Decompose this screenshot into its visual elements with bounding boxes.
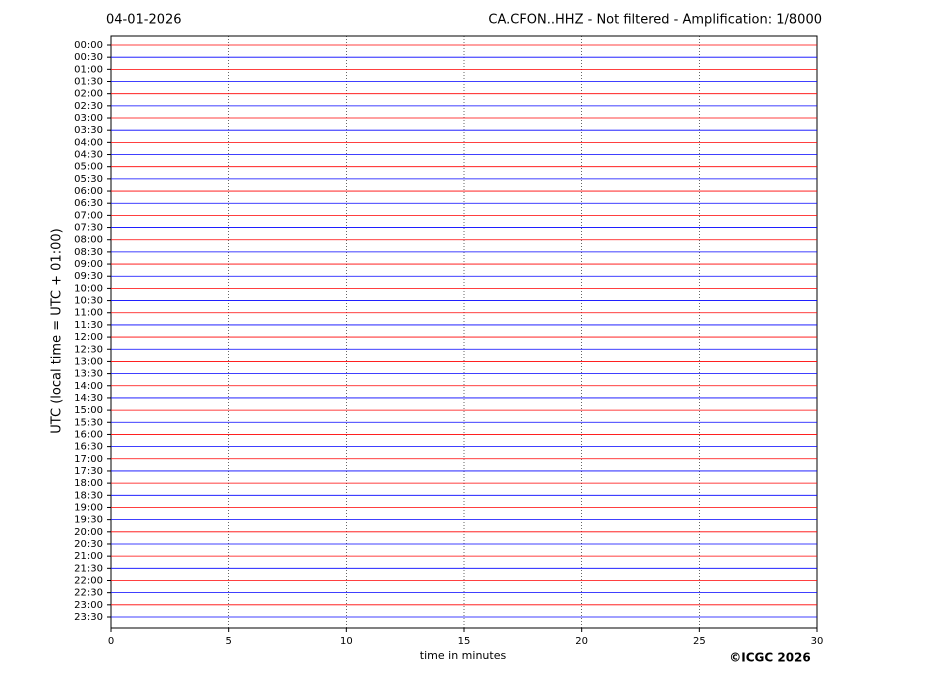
y-tick-label: 06:00 [74, 186, 103, 197]
y-tick-label: 12:30 [74, 344, 103, 355]
y-tick-label: 15:30 [74, 417, 103, 428]
y-tick-label: 14:00 [74, 381, 103, 392]
y-tick-label: 17:30 [74, 466, 103, 477]
y-tick-label: 18:30 [74, 490, 103, 501]
y-tick-label: 10:30 [74, 296, 103, 307]
y-tick-label: 14:30 [74, 393, 103, 404]
y-tick-label: 04:30 [74, 150, 103, 161]
y-tick-label: 21:00 [74, 551, 103, 562]
y-tick-label: 03:30 [74, 125, 103, 136]
y-tick-label: 08:00 [74, 235, 103, 246]
y-tick-label: 19:00 [74, 502, 103, 513]
y-tick-label: 10:00 [74, 283, 103, 294]
y-tick-label: 22:00 [74, 575, 103, 586]
y-tick-label: 01:00 [74, 64, 103, 75]
plot-frame [110, 35, 818, 629]
y-tick-label: 15:00 [74, 405, 103, 416]
y-tick-label: 01:30 [74, 77, 103, 88]
y-tick-label: 19:30 [74, 515, 103, 526]
y-tick-label: 23:00 [74, 600, 103, 611]
y-tick-label: 20:00 [74, 527, 103, 538]
x-tick-label: 30 [811, 636, 824, 647]
x-tick-label: 25 [693, 636, 706, 647]
x-tick-label: 15 [458, 636, 471, 647]
y-tick-label: 09:30 [74, 271, 103, 282]
y-axis-label: UTC (local time = UTC + 01:00) [50, 228, 65, 433]
y-tick-label: 07:00 [74, 210, 103, 221]
x-tick-label: 0 [108, 636, 114, 647]
y-tick-label: 16:30 [74, 442, 103, 453]
y-tick-label: 13:30 [74, 369, 103, 380]
y-tick-label: 00:30 [74, 52, 103, 63]
y-tick-label: 21:30 [74, 563, 103, 574]
y-tick-label: 02:00 [74, 89, 103, 100]
x-tick-label: 10 [340, 636, 353, 647]
y-tick-label: 12:00 [74, 332, 103, 343]
credit: ©ICGC 2026 [729, 651, 811, 665]
y-tick-label: 05:00 [74, 162, 103, 173]
y-tick-label: 08:30 [74, 247, 103, 258]
y-tick-label: 06:30 [74, 198, 103, 209]
y-tick-label: 18:00 [74, 478, 103, 489]
date-title: 04-01-2026 [106, 13, 182, 28]
y-tick-label: 23:30 [74, 612, 103, 623]
x-axis-label: time in minutes [420, 649, 507, 662]
y-tick-label: 11:30 [74, 320, 103, 331]
y-tick-label: 22:30 [74, 588, 103, 599]
y-tick-label: 00:00 [74, 40, 103, 51]
x-tick-label: 20 [575, 636, 588, 647]
y-tick-label: 04:00 [74, 137, 103, 148]
y-tick-label: 13:00 [74, 356, 103, 367]
y-tick-label: 11:00 [74, 308, 103, 319]
chart-title: CA.CFON..HHZ - Not filtered - Amplificat… [488, 13, 822, 28]
y-tick-label: 07:30 [74, 223, 103, 234]
y-tick-label: 05:30 [74, 174, 103, 185]
y-tick-label: 03:00 [74, 113, 103, 124]
y-tick-label: 02:30 [74, 101, 103, 112]
y-tick-label: 17:00 [74, 454, 103, 465]
y-tick-label: 09:00 [74, 259, 103, 270]
y-tick-label: 20:30 [74, 539, 103, 550]
x-tick-label: 5 [225, 636, 231, 647]
y-tick-label: 16:00 [74, 429, 103, 440]
